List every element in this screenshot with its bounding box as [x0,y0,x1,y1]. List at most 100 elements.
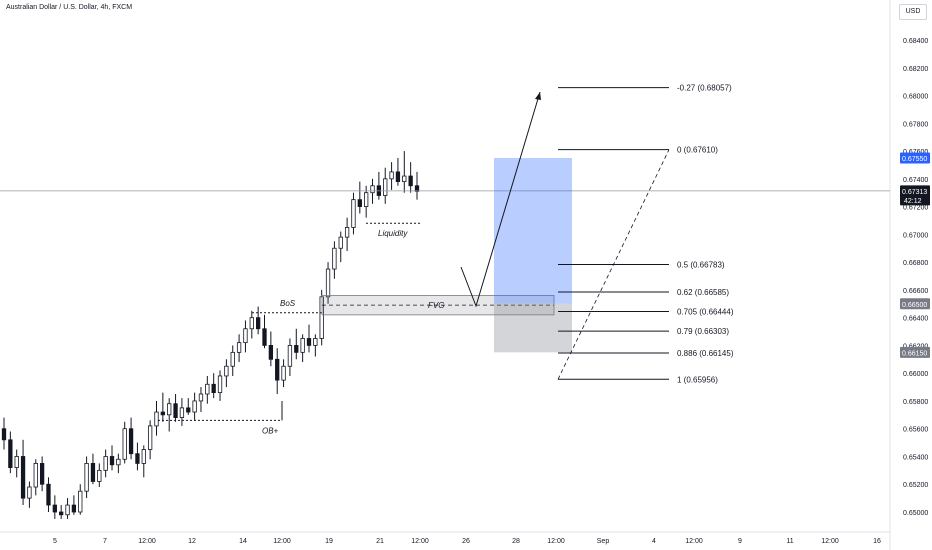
price-tag [900,185,930,206]
price-tag-label: 0.67313 [902,189,927,196]
x-tick-label: 12:00 [273,538,291,545]
candle-body [364,192,369,207]
fib-label: 1 (0.65956) [677,375,718,384]
x-tick-label: 19 [325,538,333,545]
candle-body [173,403,178,419]
candle-body [224,365,229,377]
fib-label: 0 (0.67610) [677,146,718,155]
price-tag-countdown: 42:12 [904,198,922,205]
y-tick-label: 0.68000 [903,94,928,101]
candle-body [300,338,305,353]
y-tick-label: 0.68400 [903,38,928,45]
candle-body [59,511,64,516]
y-tick-label: 0.67000 [903,232,928,239]
fib-label: 0.79 (0.66303) [677,327,729,336]
candle-body [186,407,191,413]
candle-body [90,463,96,482]
chart-title: Australian Dollar / U.S. Dollar, 4h, FXC… [6,4,133,11]
candle-body [103,456,108,471]
x-tick-label: 11 [786,538,793,545]
price-tag-label: 0.67550 [902,156,927,163]
y-tick-label: 0.66600 [903,288,928,295]
candle-body [1,428,7,441]
candle-body [135,453,140,464]
candle-body [243,328,248,344]
candle-body [179,407,185,419]
candle-body [211,383,216,394]
price-tag-label: 0.66500 [902,302,927,309]
candle-body [325,268,331,298]
x-tick-label: 12:00 [685,538,703,545]
x-tick-label: 12:00 [138,538,156,545]
candle-body [408,175,413,187]
candle-body [141,449,146,464]
candle-body [8,439,13,468]
fib-trendline [557,149,670,380]
liquidity-label: Liquidity [378,229,408,238]
candle-body [14,456,19,468]
price-tag [900,298,930,310]
candle-body [389,171,394,180]
candle-body [351,199,356,228]
price-tag [900,346,930,358]
candle-body [414,185,420,192]
y-tick-label: 0.65200 [903,482,928,489]
y-tick-label: 0.66000 [903,371,928,378]
candle-body [167,403,172,416]
fvg-label: FVG [428,301,444,310]
candle-body [116,458,121,466]
candle-body [198,393,204,402]
fib-label: 0.886 (0.66145) [677,349,734,358]
candle-body [20,456,26,499]
candle-body [370,185,375,194]
candle-body [313,338,318,346]
candle-body [275,358,280,381]
y-tick-label: 0.67800 [903,121,928,128]
projection-arrowhead [535,92,541,100]
candle-body [205,383,210,395]
x-tick-label: 5 [53,538,57,545]
y-tick-label: 0.65800 [903,399,928,406]
price-tag-label: 0.66150 [902,350,927,357]
candle-body [338,236,343,249]
candle-body [344,227,350,238]
candle-body [52,504,57,513]
candle-body [294,345,299,353]
fib-label: 0.5 (0.66783) [677,260,725,269]
candle-body [236,342,242,353]
candle-body [249,317,254,330]
candle-body [262,328,267,346]
y-tick-label: 0.67400 [903,177,928,184]
candle-body [306,338,312,346]
x-tick-label: 4 [652,538,656,545]
x-tick-label: 7 [103,538,107,545]
candle-body [287,345,293,367]
candle-body [160,411,165,416]
candle-body [109,456,115,466]
x-tick-label: 28 [512,538,520,545]
candle-body [71,504,77,513]
x-tick-label: 12:00 [411,538,429,545]
candle-body [65,504,70,516]
y-tick-label: 0.65000 [903,510,928,517]
x-tick-label: 26 [462,538,470,545]
y-tick-label: 0.66400 [903,316,928,323]
y-tick-label: 0.65400 [903,454,928,461]
ob-label: OB+ [262,426,279,435]
projection-path [460,91,541,308]
candle-body [78,490,83,513]
candle-body [97,469,102,482]
x-tick-label: 12:00 [547,538,565,545]
fib-label: -0.27 (0.68057) [677,84,732,93]
candle-body [357,199,362,207]
currency-button[interactable]: USD [899,4,927,20]
y-tick-label: 0.68200 [903,66,928,73]
x-tick-label: Sep [597,538,610,545]
candle-body [383,178,388,196]
candle-body [332,247,337,270]
target-zone [494,158,572,304]
bos-label: BoS [280,299,296,308]
candle-body [256,317,261,330]
candle-body [46,483,51,506]
